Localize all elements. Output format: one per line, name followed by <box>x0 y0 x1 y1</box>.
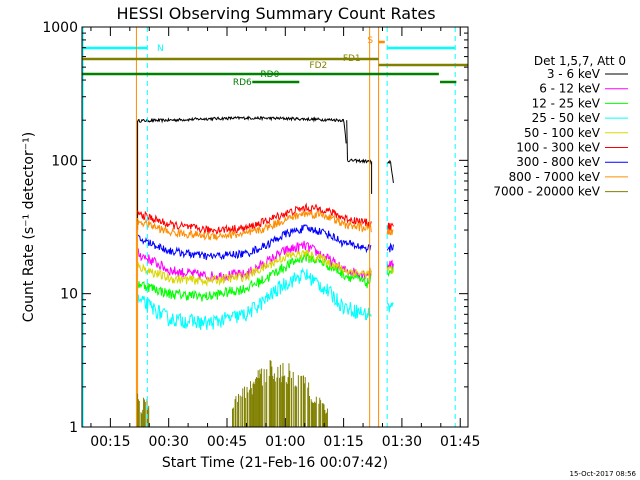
legend-label-12-25-kev: 12 - 25 keV <box>532 96 601 110</box>
legend-label-50-100-kev: 50 - 100 keV <box>524 126 601 140</box>
x-tick-label: 01:00 <box>265 434 305 450</box>
y-tick-label: 1 <box>69 420 78 436</box>
axes-layer: 00:15 00:30 00:45 01:00 01:15 01:30 01:45 1 10 10… <box>42 20 480 450</box>
x-tick-label: 01:15 <box>323 434 363 450</box>
x-tick-label: 00:30 <box>149 434 189 450</box>
y-tick-label: 100 <box>51 153 78 169</box>
y-tick-label: 10 <box>60 287 78 303</box>
legend-label-300-800-kev: 300 - 800 keV <box>516 155 600 169</box>
saa-flag-label: S <box>367 36 373 46</box>
y-axis-label: Count Rate (s⁻¹ detector⁻¹) <box>21 132 37 322</box>
series-segment <box>386 301 394 313</box>
x-tick-label: 01:30 <box>382 434 422 450</box>
series-segment <box>137 210 372 241</box>
x-tick-label: 01:45 <box>440 434 480 450</box>
legend-label-800-7000-kev: 800 - 7000 keV <box>509 170 601 184</box>
series-segment <box>386 265 394 275</box>
series-3-6-kev <box>137 115 394 231</box>
series-segment <box>137 249 372 287</box>
plot-data-layer <box>137 115 394 427</box>
series-segment <box>137 223 372 261</box>
plot-frame <box>81 26 469 428</box>
legend-label-7000-20000-kev: 7000 - 20000 keV <box>493 185 600 199</box>
series-300-800-kev <box>137 223 394 261</box>
rd0-flag-label: RD0 <box>260 70 279 80</box>
series-50-100-kev <box>137 249 394 287</box>
fd1-flag-label: FD1 <box>343 54 361 64</box>
legend-label-25-50-kev: 25 - 50 keV <box>532 111 601 125</box>
legend-label-100-300-kev: 100 - 300 keV <box>516 141 600 155</box>
legend-title: Det 1,5,7, Att 0 <box>534 54 626 68</box>
rd6-flag-label: RD6 <box>233 78 252 88</box>
night-flag-label: N <box>157 44 164 54</box>
x-tick-label: 00:15 <box>90 434 130 450</box>
series-segment <box>386 228 394 236</box>
x-tick-label: 00:45 <box>207 434 247 450</box>
series-800-7000-kev <box>137 210 394 427</box>
series-25-50-kev <box>137 267 394 331</box>
series-segment <box>346 120 348 161</box>
series-segment <box>386 265 394 278</box>
series-segment <box>347 158 372 165</box>
series-segment <box>137 115 347 144</box>
series-7000-20000-kev <box>137 360 328 427</box>
timestamp-label: 15-Oct-2017 08:56 <box>570 470 637 478</box>
flag-bars-layer: N S FD1 FD2 RD0 RD6 <box>82 27 468 427</box>
x-axis-label: Start Time (21-Feb-16 00:07:42) <box>162 455 388 471</box>
series-segment <box>386 259 394 269</box>
series-segment <box>386 159 394 183</box>
fd2-flag-label: FD2 <box>309 61 327 71</box>
legend-label-6-12-kev: 6 - 12 keV <box>539 82 601 96</box>
series-segment <box>386 242 394 253</box>
series-segment <box>137 267 372 331</box>
chart-title: HESSI Observing Summary Count Rates <box>116 4 435 23</box>
series-segment <box>386 222 394 231</box>
legend-label-3-6-kev: 3 - 6 keV <box>547 67 601 81</box>
y-tick-label: 1000 <box>42 20 78 36</box>
